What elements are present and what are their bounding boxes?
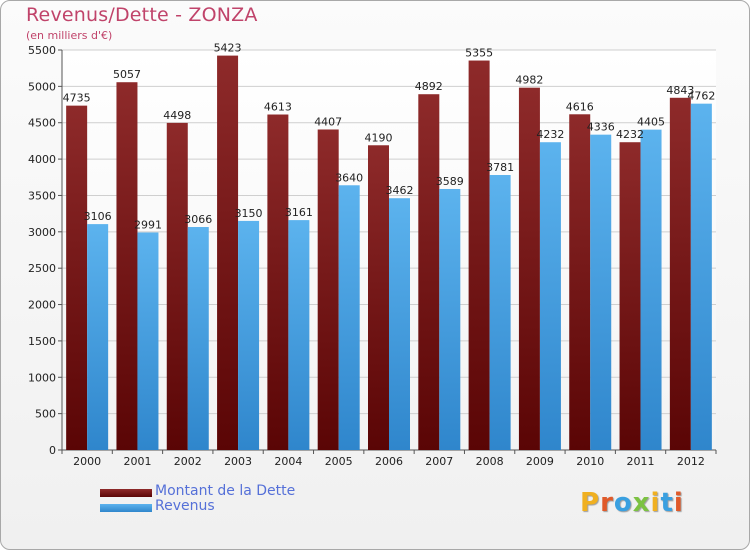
bar-revenus xyxy=(187,227,209,450)
logo-letter: t xyxy=(660,488,674,518)
data-label-dette: 4843 xyxy=(666,84,694,97)
data-label-dette: 4232 xyxy=(616,128,644,141)
bar-dette xyxy=(518,87,540,450)
x-tick-label: 2011 xyxy=(627,455,655,468)
y-tick-label: 0 xyxy=(49,444,56,457)
data-label-revenus: 3589 xyxy=(436,175,464,188)
data-label-revenus: 3161 xyxy=(285,206,313,219)
bar-dette xyxy=(368,145,389,451)
x-tick-label: 2007 xyxy=(425,455,453,468)
y-tick-label: 5500 xyxy=(28,44,56,57)
data-label-dette: 5423 xyxy=(214,42,242,55)
chart-title: Revenus/Dette - ZONZA xyxy=(26,4,258,26)
legend-swatch-dette xyxy=(100,489,152,497)
data-label-revenus: 3781 xyxy=(486,161,514,174)
logo-letter: P xyxy=(580,488,601,518)
data-label-dette: 5057 xyxy=(113,68,141,81)
data-label-dette: 5355 xyxy=(465,47,493,60)
y-tick-label: 500 xyxy=(35,408,56,421)
bar-dette xyxy=(116,82,138,450)
bar-revenus xyxy=(439,188,461,450)
y-tick-label: 3500 xyxy=(28,189,56,202)
data-label-revenus: 3640 xyxy=(335,171,363,184)
bar-revenus xyxy=(640,129,662,451)
logo-letter: r xyxy=(600,488,614,518)
data-label-revenus: 3106 xyxy=(84,210,112,223)
bar-dette xyxy=(217,55,239,450)
bar-dette xyxy=(418,94,440,450)
y-tick-label: 1000 xyxy=(28,371,56,384)
bar-dette xyxy=(66,105,88,451)
bar-dette xyxy=(468,60,490,450)
data-label-revenus: 3462 xyxy=(386,184,414,197)
logo-letter: o xyxy=(613,488,633,518)
logo-letter: x xyxy=(632,488,651,518)
y-tick-label: 3000 xyxy=(28,226,56,239)
x-tick-label: 2010 xyxy=(576,455,604,468)
bar-revenus xyxy=(137,232,159,450)
bar-revenus xyxy=(238,220,260,450)
y-tick-label: 2500 xyxy=(28,262,56,275)
x-tick-label: 2000 xyxy=(73,455,101,468)
data-label-revenus: 4405 xyxy=(637,116,665,129)
data-label-revenus: 4232 xyxy=(536,128,564,141)
proxiti-logo: Proxiti xyxy=(580,488,684,518)
legend-swatch-revenus xyxy=(100,504,152,512)
data-label-dette: 4407 xyxy=(314,115,342,128)
data-label-dette: 4613 xyxy=(264,101,292,114)
x-tick-label: 2002 xyxy=(174,455,202,468)
data-label-dette: 4892 xyxy=(415,80,443,93)
x-tick-label: 2009 xyxy=(526,455,554,468)
x-tick-label: 2003 xyxy=(224,455,252,468)
legend-label-dette: Montant de la Dette xyxy=(155,483,296,499)
bar-dette xyxy=(669,97,691,451)
bar-dette xyxy=(166,122,188,450)
y-tick-label: 1500 xyxy=(28,335,56,348)
data-label-revenus: 2991 xyxy=(134,218,162,231)
bar-revenus xyxy=(389,198,410,450)
bar-revenus xyxy=(288,220,310,450)
bar-dette xyxy=(267,114,289,450)
bar-dette xyxy=(619,142,641,450)
y-tick-label: 4500 xyxy=(28,117,56,130)
logo-letter: i xyxy=(650,488,661,518)
bar-revenus xyxy=(338,185,360,451)
bar-revenus xyxy=(87,224,109,450)
bar-revenus xyxy=(489,175,511,450)
x-tick-label: 2004 xyxy=(274,455,302,468)
x-tick-label: 2006 xyxy=(375,455,403,468)
x-tick-label: 2012 xyxy=(677,455,705,468)
x-tick-label: 2001 xyxy=(123,455,151,468)
data-label-revenus: 3066 xyxy=(184,213,212,226)
bar-revenus xyxy=(690,103,712,450)
data-label-revenus: 4336 xyxy=(587,121,615,134)
data-label-dette: 4498 xyxy=(163,109,191,122)
x-tick-label: 2005 xyxy=(325,455,353,468)
bar-dette xyxy=(317,129,339,450)
bar-dette xyxy=(569,114,591,451)
data-label-revenus: 3150 xyxy=(235,207,263,220)
bar-revenus xyxy=(590,134,612,450)
logo-letter: i xyxy=(673,488,684,518)
data-label-dette: 4735 xyxy=(63,92,91,105)
chart-subtitle: (en milliers d'€) xyxy=(26,29,113,42)
bar-revenus xyxy=(539,142,561,450)
data-label-dette: 4190 xyxy=(365,131,393,144)
y-tick-label: 4000 xyxy=(28,153,56,166)
data-label-dette: 4982 xyxy=(515,74,543,87)
data-label-revenus: 4762 xyxy=(687,90,715,103)
data-label-dette: 4616 xyxy=(566,100,594,113)
y-tick-label: 2000 xyxy=(28,299,56,312)
legend-label-revenus: Revenus xyxy=(155,498,215,514)
x-tick-label: 2008 xyxy=(476,455,504,468)
y-tick-label: 5000 xyxy=(28,80,56,93)
